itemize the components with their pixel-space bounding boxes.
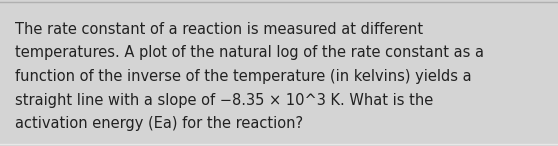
Text: temperatures. A plot of the natural log of the rate constant as a: temperatures. A plot of the natural log … — [15, 46, 484, 60]
Text: function of the inverse of the temperature (in kelvins) yields a: function of the inverse of the temperatu… — [15, 69, 472, 84]
Text: The rate constant of a reaction is measured at different: The rate constant of a reaction is measu… — [15, 22, 423, 37]
Text: straight line with a slope of −8.35 × 10^3 K. What is the: straight line with a slope of −8.35 × 10… — [15, 93, 434, 107]
Text: activation energy (Ea) for the reaction?: activation energy (Ea) for the reaction? — [15, 116, 303, 131]
